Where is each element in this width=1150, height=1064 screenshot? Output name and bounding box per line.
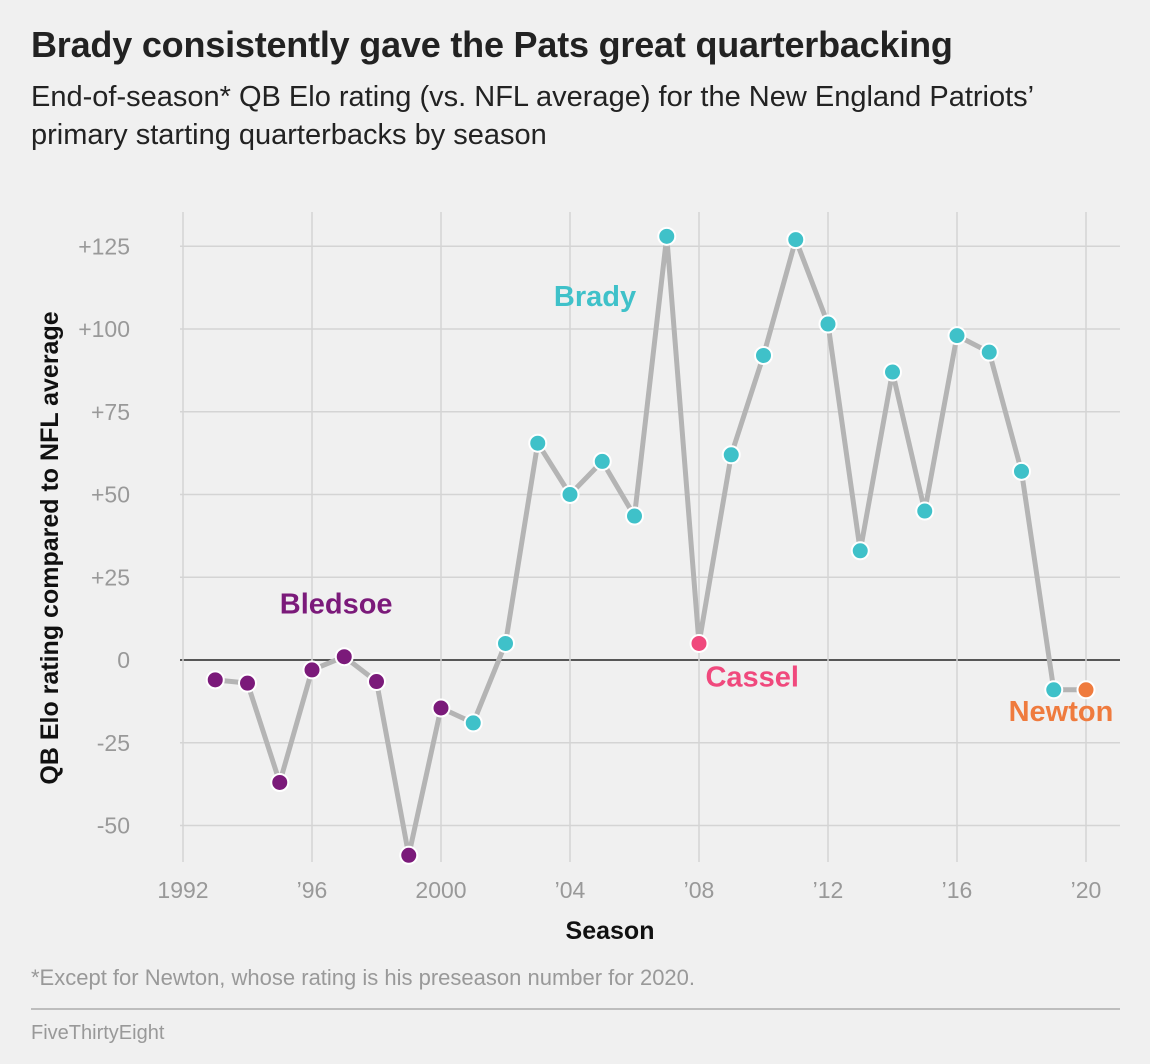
data-point-2017 (979, 342, 999, 362)
y-tick-label: +25 (91, 564, 130, 590)
x-axis-label: Season (566, 917, 655, 945)
data-point-2000 (431, 698, 451, 718)
series-label-newton: Newton (1009, 696, 1114, 728)
data-point-2020 (1076, 680, 1096, 700)
data-point-2014 (883, 362, 902, 382)
series-label-cassel: Cassel (705, 661, 799, 693)
x-tick-label: ’16 (942, 877, 973, 903)
data-point-2007 (657, 226, 677, 246)
data-point-2015 (915, 501, 935, 521)
data-line (212, 233, 1089, 858)
data-point-1995 (270, 772, 290, 792)
data-point-2009 (721, 445, 741, 465)
y-tick-label: 0 (117, 647, 130, 673)
data-point-2004 (560, 485, 580, 504)
y-tick-label: +100 (78, 316, 130, 342)
data-point-1999 (399, 845, 419, 865)
data-point-1997 (334, 647, 354, 667)
data-point-1993 (205, 670, 225, 690)
footnote: *Except for Newton, whose rating is his … (31, 965, 696, 990)
data-point-2002 (496, 633, 515, 653)
series-label-bledsoe: Bledsoe (280, 589, 393, 621)
footer-divider (31, 1008, 1120, 1010)
data-point-2006 (625, 506, 644, 526)
y-tick-label: +75 (91, 399, 130, 425)
x-tick-label: ’12 (813, 877, 844, 903)
x-tick-label: ’96 (297, 877, 328, 903)
data-point-2003 (528, 433, 548, 453)
data-point-2019 (1044, 680, 1064, 700)
data-point-2008 (689, 633, 709, 653)
y-tick-label: -25 (97, 730, 130, 756)
data-point-1994 (238, 673, 257, 693)
series-label-brady: Brady (554, 281, 636, 313)
y-tick-label: +50 (91, 482, 130, 508)
data-point-2016 (947, 326, 967, 346)
x-tick-label: ’04 (555, 877, 586, 903)
data-point-2013 (850, 541, 870, 561)
data-point-2010 (754, 345, 773, 365)
data-point-2001 (463, 713, 483, 733)
data-point-2005 (592, 451, 612, 471)
series-labels: Bledsoe Brady Cassel Newton (280, 281, 1114, 728)
y-tick-label: -50 (97, 813, 130, 839)
y-axis-label: QB Elo rating compared to NFL average (36, 311, 64, 784)
x-tick-label: 2000 (415, 877, 466, 903)
chart-title: Brady consistently gave the Pats great q… (31, 24, 953, 65)
x-tick-label: 1992 (157, 877, 208, 903)
series-line (212, 233, 1089, 858)
data-point-2018 (1012, 461, 1031, 481)
tick-labels: +125 +100 +75 +50 +25 0 -25 -50 1992 ’96 2000 ’04 ’0… (78, 233, 1101, 903)
data-point-1996 (302, 660, 322, 680)
x-tick-label: ’20 (1071, 877, 1102, 903)
data-point-1998 (367, 672, 386, 692)
chart-subtitle: End-of-season* QB Elo rating (vs. NFL av… (31, 81, 1034, 151)
y-tick-label: +125 (78, 233, 130, 259)
x-tick-label: ’08 (684, 877, 715, 903)
grid (180, 212, 1120, 862)
data-point-2011 (786, 230, 806, 250)
source-credit: FiveThirtyEight (31, 1022, 165, 1044)
data-points (205, 226, 1096, 865)
data-point-2012 (818, 314, 838, 334)
